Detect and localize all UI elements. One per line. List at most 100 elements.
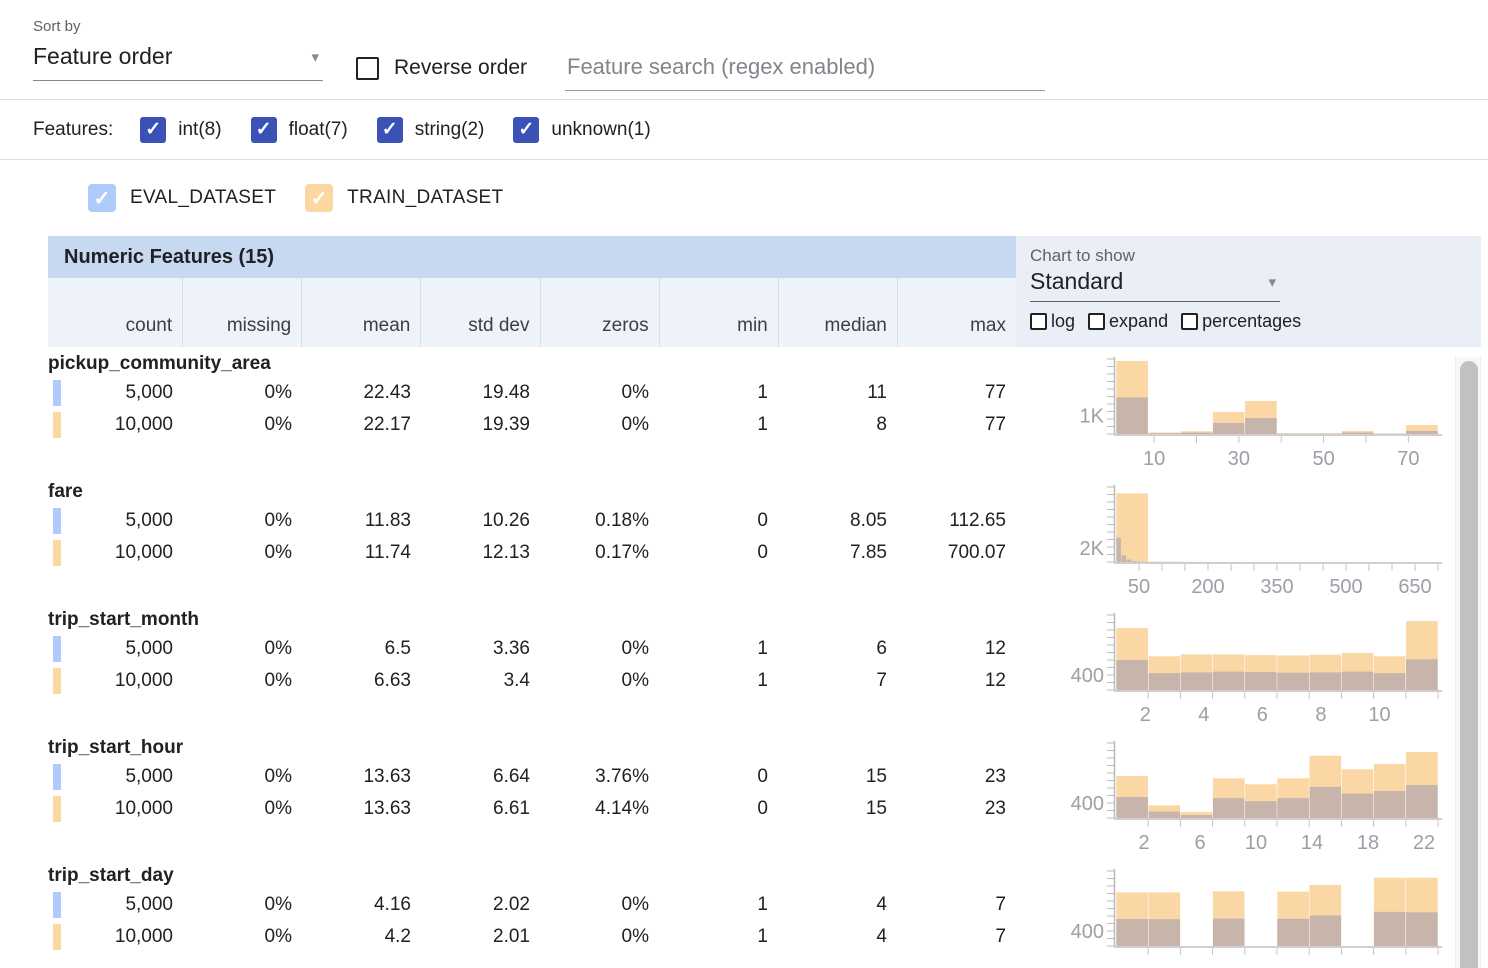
checkbox-checked-icon[interactable]: ✓ [140,116,167,143]
dataset-toggle[interactable]: ✓ EVAL_DATASET [88,184,276,212]
stat-cell-std-dev: 2.02 [493,894,530,915]
stat-cell-missing: 0% [264,638,292,659]
stat-cell-std-dev: 6.61 [493,798,530,819]
train-dataset-marker [53,668,61,694]
feature-type-label: string(2) [414,118,485,140]
train-dataset-marker [53,796,61,822]
stat-cell-max: 23 [984,766,1006,787]
main-content: Numeric Features (15) count missing mean st… [48,236,1488,968]
stat-cell-std-dev: 6.64 [493,766,530,787]
stat-cell-max: 700.07 [947,542,1006,563]
stat-cell-mean: 6.5 [384,638,411,659]
stat-cell-mean: 22.17 [363,414,411,435]
svg-text:18: 18 [1357,832,1379,854]
chart-type-value: Standard [1030,268,1124,294]
marker-column [48,380,64,406]
vertical-scrollbar[interactable] [1455,357,1481,968]
dataset-label: EVAL_DATASET [130,187,277,208]
stat-cell-mean: 13.63 [363,766,411,787]
stat-cell-min: 1 [757,894,768,915]
stat-cell-mean: 4.2 [384,926,411,947]
checkbox-checked-icon[interactable]: ✓ [305,184,334,212]
marker-column [48,636,64,662]
histogram-svg: 400 [1071,869,1442,955]
checkbox-unchecked-icon[interactable] [1088,313,1106,330]
svg-text:400: 400 [1071,793,1104,815]
sort-by-label: Sort by [33,18,81,35]
checkbox-unchecked-icon[interactable] [1030,313,1047,330]
stat-cell-max: 7 [995,894,1006,915]
checkbox-unchecked-icon[interactable] [1181,313,1199,330]
svg-text:30: 30 [1228,448,1250,470]
stat-cell-zeros: 0% [621,670,649,691]
stat-cell-mean: 6.63 [374,670,411,691]
dataset-label: TRAIN_DATASET [347,187,504,208]
chart-toggle-options: log expand percentages [1030,311,1481,332]
stat-cell-median: 4 [876,894,887,915]
column-header-min: min [660,278,779,347]
top-toolbar: Sort by Feature order ▾ Reverse order [0,0,1488,100]
sort-by-group: Sort by Feature order ▾ [33,18,323,81]
histogram-svg: 1K 10 30 50 70 [1080,357,1442,470]
feature-type-filter[interactable]: ✓ unknown(1) [513,116,651,143]
marker-column [48,412,64,438]
feature-type-filter[interactable]: ✓ string(2) [376,116,485,143]
checkbox-checked-icon[interactable]: ✓ [513,116,540,143]
chart-toggle-expand[interactable]: expand [1088,311,1168,332]
stat-row-train: 10,000 0% 13.63 6.61 4.14% 0 15 23 [48,793,1016,825]
stat-cell-min: 1 [757,926,768,947]
stat-cell-count: 5,000 [125,638,173,659]
stat-cell-missing: 0% [264,670,292,691]
feature-name: trip_start_month [48,609,199,630]
stat-cell-median: 15 [865,766,887,787]
stat-cell-zeros: 0.17% [595,542,649,563]
scrollbar-thumb[interactable] [1460,361,1478,968]
checkbox-checked-icon[interactable]: ✓ [376,116,403,143]
stat-cell-median: 6 [876,638,887,659]
stat-cell-count: 5,000 [125,766,173,787]
svg-text:2K: 2K [1080,538,1105,560]
checkbox-checked-icon[interactable]: ✓ [250,116,277,143]
stat-cell-missing: 0% [264,894,292,915]
stat-cell-missing: 0% [264,542,292,563]
column-header-max: max [970,315,1006,336]
checkbox-checked-icon[interactable]: ✓ [88,184,116,212]
chart-toggle-percentages[interactable]: percentages [1181,311,1301,332]
chart-type-dropdown[interactable]: Standard ▾ [1030,266,1280,302]
feature-name: pickup_community_area [48,353,271,374]
feature-type-label: unknown(1) [551,118,651,140]
marker-column-spacer [48,278,64,347]
feature-type-filter[interactable]: ✓ int(8) [140,116,222,143]
histogram-trip_start_month: 400 2 4 6 8 10 [1052,603,1488,731]
table-header-row: count missing mean std dev zeros min median max [48,278,1016,347]
stat-cell-min: 0 [757,542,768,563]
stat-cell-min: 0 [757,510,768,531]
chart-toggle-label: expand [1109,311,1169,331]
reverse-order-checkbox[interactable] [356,56,379,80]
histogram-pickup_community_area: 1K 10 30 50 70 [1052,347,1488,475]
stat-cell-median: 8.05 [850,510,887,531]
stat-cell-std-dev: 10.26 [482,510,530,531]
feature-block-fare: fare 5,000 0% 11.83 10.26 0.18% 0 8.05 112.65 10,… [48,475,1016,603]
svg-text:70: 70 [1397,448,1419,470]
stat-cell-zeros: 0% [621,926,649,947]
feature-search-input[interactable] [565,50,1045,90]
stat-cell-missing: 0% [264,382,292,403]
feature-type-filter[interactable]: ✓ float(7) [250,116,348,143]
train-dataset-marker [53,924,61,950]
svg-text:6: 6 [1257,704,1268,726]
table-title: Numeric Features (15) [48,236,1016,278]
column-header-missing: missing [183,278,303,347]
stat-cell-std-dev: 3.36 [493,638,530,659]
dataset-items: ✓ EVAL_DATASET ✓ TRAIN_DATASET [88,184,532,212]
marker-column [48,540,64,566]
chart-toggle-log[interactable]: log [1030,311,1075,332]
stat-cell-count: 10,000 [114,670,173,691]
dataset-toggle[interactable]: ✓ TRAIN_DATASET [305,184,503,212]
sort-by-dropdown[interactable]: Feature order ▾ [33,35,323,81]
stat-cell-missing: 0% [264,798,292,819]
stat-cell-count: 10,000 [114,926,173,947]
svg-text:400: 400 [1071,665,1104,687]
feature-block-pickup_community_area: pickup_community_area 5,000 0% 22.43 19.48 0%… [48,347,1016,475]
column-header-median: median [779,278,898,347]
